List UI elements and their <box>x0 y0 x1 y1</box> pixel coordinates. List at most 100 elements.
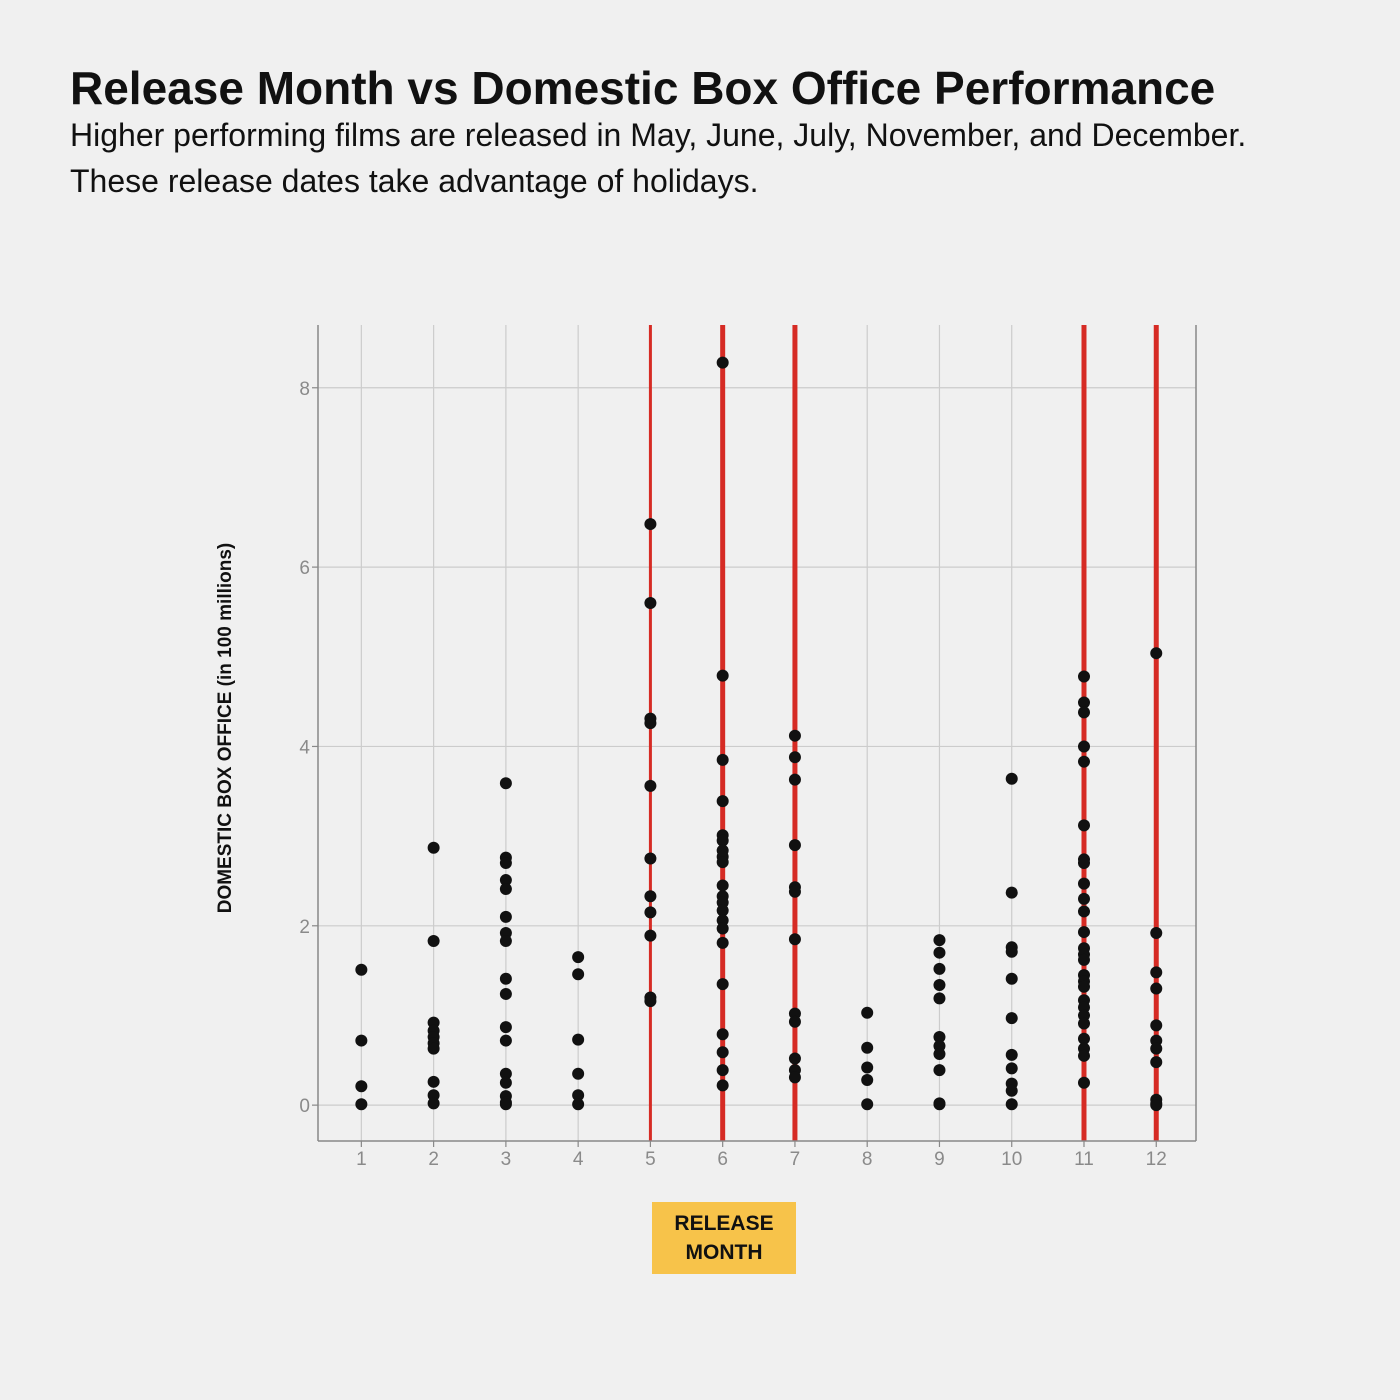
data-point-month-11-5 <box>1077 819 1090 832</box>
data-point-month-12-10 <box>1150 1099 1163 1112</box>
data-point-month-5-1 <box>644 596 657 609</box>
data-point-month-9-5 <box>933 1030 946 1043</box>
data-point-month-9-10 <box>933 1098 946 1111</box>
data-point-month-12-6 <box>1150 1042 1163 1055</box>
chart-subtitle: Higher performing films are released in … <box>70 117 1247 199</box>
data-point-month-9-1 <box>933 946 946 959</box>
data-point-month-10-4 <box>1005 972 1018 985</box>
data-point-month-11-8 <box>1077 877 1090 890</box>
data-point-month-6-9 <box>716 879 729 892</box>
data-point-month-6-2 <box>716 753 729 766</box>
data-point-month-1-3 <box>355 1098 368 1111</box>
data-point-month-11-10 <box>1077 905 1090 918</box>
data-point-month-9-3 <box>933 978 946 991</box>
x-tick-label-9: 9 <box>934 1149 945 1170</box>
data-point-month-3-4 <box>499 883 512 896</box>
data-point-month-11-11 <box>1077 926 1090 939</box>
data-point-month-3-9 <box>499 987 512 1000</box>
data-point-month-5-10 <box>644 995 657 1008</box>
data-point-month-8-1 <box>861 1041 874 1054</box>
data-point-month-2-9 <box>427 1097 440 1110</box>
data-point-month-12-3 <box>1150 982 1163 995</box>
y-tick-label-4: 4 <box>299 737 310 758</box>
data-point-month-10-9 <box>1005 1084 1018 1097</box>
data-point-month-2-7 <box>427 1075 440 1088</box>
data-point-month-8-4 <box>861 1098 874 1111</box>
data-point-month-5-3 <box>644 717 657 730</box>
data-point-month-11-1 <box>1077 696 1090 709</box>
data-point-month-7-6 <box>788 933 801 946</box>
data-point-month-1-2 <box>355 1080 368 1093</box>
data-point-month-6-16 <box>716 978 729 991</box>
data-point-month-7-5 <box>788 885 801 898</box>
data-point-month-4-5 <box>572 1098 585 1111</box>
data-point-month-11-25 <box>1077 1076 1090 1089</box>
data-point-month-8-2 <box>861 1061 874 1074</box>
data-point-month-5-7 <box>644 906 657 919</box>
x-tick-label-1: 1 <box>356 1149 367 1170</box>
data-point-month-10-1 <box>1005 886 1018 899</box>
data-point-month-2-6 <box>427 1042 440 1055</box>
data-point-month-6-3 <box>716 795 729 808</box>
data-point-month-11-4 <box>1077 755 1090 768</box>
data-point-month-12-0 <box>1150 647 1163 660</box>
data-point-month-9-7 <box>933 1048 946 1061</box>
data-point-month-11-22 <box>1077 1032 1090 1045</box>
data-point-month-10-3 <box>1005 945 1018 958</box>
x-tick-label-7: 7 <box>790 1149 801 1170</box>
data-points <box>355 356 1163 1112</box>
grid-layer <box>318 325 1196 1141</box>
data-point-month-5-4 <box>644 779 657 792</box>
data-point-month-2-0 <box>427 841 440 854</box>
x-tick-label-2: 2 <box>428 1149 439 1170</box>
x-tick-label-8: 8 <box>862 1149 873 1170</box>
data-point-month-9-2 <box>933 962 946 975</box>
x-axis-label: RELEASE MONTH <box>674 1212 774 1264</box>
data-point-month-5-0 <box>644 518 657 531</box>
data-point-month-10-7 <box>1005 1062 1018 1075</box>
data-point-month-10-0 <box>1005 772 1018 785</box>
data-point-month-6-5 <box>716 834 729 847</box>
data-point-month-4-3 <box>572 1067 585 1080</box>
chart-title: Release Month vs Domestic Box Office Per… <box>70 62 1216 114</box>
data-point-month-7-8 <box>788 1015 801 1028</box>
data-point-month-10-6 <box>1005 1048 1018 1061</box>
data-point-month-6-12 <box>716 904 729 917</box>
data-point-month-6-20 <box>716 1079 729 1092</box>
data-point-month-6-1 <box>716 669 729 682</box>
data-point-month-10-10 <box>1005 1098 1018 1111</box>
data-point-month-3-12 <box>499 1067 512 1080</box>
data-point-month-7-3 <box>788 839 801 852</box>
data-point-month-9-0 <box>933 934 946 947</box>
data-point-month-3-0 <box>499 777 512 790</box>
data-point-month-7-1 <box>788 751 801 764</box>
x-tick-label-12: 12 <box>1146 1149 1167 1170</box>
axis-layer <box>312 325 1197 1147</box>
data-point-month-4-2 <box>572 1033 585 1046</box>
data-point-month-11-14 <box>1077 953 1090 966</box>
data-point-month-12-7 <box>1150 1056 1163 1069</box>
data-point-month-6-19 <box>716 1064 729 1077</box>
data-point-month-11-0 <box>1077 670 1090 683</box>
x-tick-label-4: 4 <box>573 1149 584 1170</box>
data-point-month-7-2 <box>788 773 801 786</box>
x-tick-label-6: 6 <box>717 1149 728 1170</box>
data-point-month-4-1 <box>572 968 585 981</box>
data-point-month-7-9 <box>788 1052 801 1065</box>
data-point-month-6-0 <box>716 356 729 369</box>
x-tick-label-10: 10 <box>1001 1149 1022 1170</box>
data-point-month-3-2 <box>499 857 512 870</box>
data-point-month-6-18 <box>716 1046 729 1059</box>
data-point-month-11-24 <box>1077 1049 1090 1062</box>
data-point-month-8-3 <box>861 1074 874 1087</box>
data-point-month-11-2 <box>1077 706 1090 719</box>
x-axis-label-box: RELEASE MONTH <box>652 1202 796 1274</box>
data-point-month-3-10 <box>499 1021 512 1034</box>
data-point-month-11-3 <box>1077 740 1090 753</box>
data-point-month-3-11 <box>499 1034 512 1047</box>
data-point-month-12-1 <box>1150 926 1163 939</box>
data-point-month-3-3 <box>499 874 512 887</box>
data-point-month-6-17 <box>716 1028 729 1041</box>
